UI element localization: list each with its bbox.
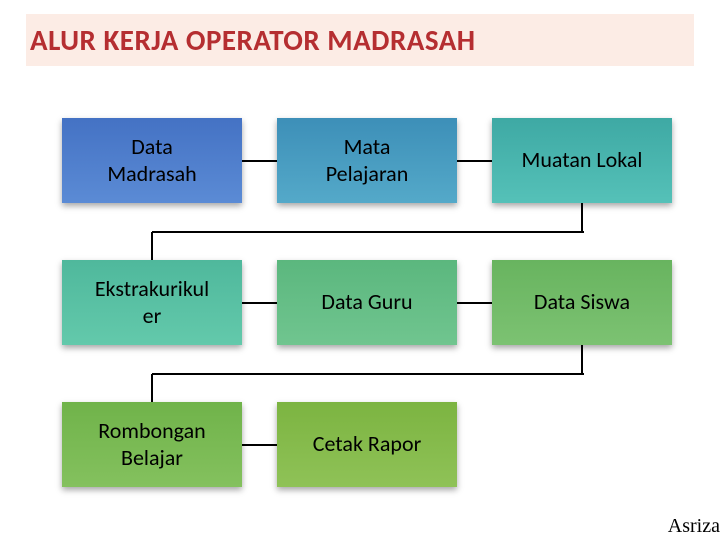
footer-author: Asriza bbox=[668, 515, 720, 538]
connector bbox=[242, 160, 277, 162]
box-data-guru: Data Guru bbox=[277, 260, 457, 345]
slide: ALUR KERJA OPERATOR MADRASAH Data Madras… bbox=[0, 0, 720, 540]
title-band: ALUR KERJA OPERATOR MADRASAH bbox=[26, 14, 694, 66]
box-muatan-lokal: Muatan Lokal bbox=[492, 118, 672, 203]
box-mata-pelajaran: Mata Pelajaran bbox=[277, 118, 457, 203]
connector bbox=[242, 444, 277, 446]
box-rombongan: Rombongan Belajar bbox=[62, 402, 242, 487]
box-data-siswa: Data Siswa bbox=[492, 260, 672, 345]
connector bbox=[457, 302, 492, 304]
box-cetak-rapor: Cetak Rapor bbox=[277, 402, 457, 487]
connector bbox=[457, 160, 492, 162]
connector bbox=[242, 302, 277, 304]
box-data-madrasah: Data Madrasah bbox=[62, 118, 242, 203]
page-title: ALUR KERJA OPERATOR MADRASAH bbox=[30, 22, 476, 58]
box-ekstrakurikuler: Ekstrakurikul er bbox=[62, 260, 242, 345]
